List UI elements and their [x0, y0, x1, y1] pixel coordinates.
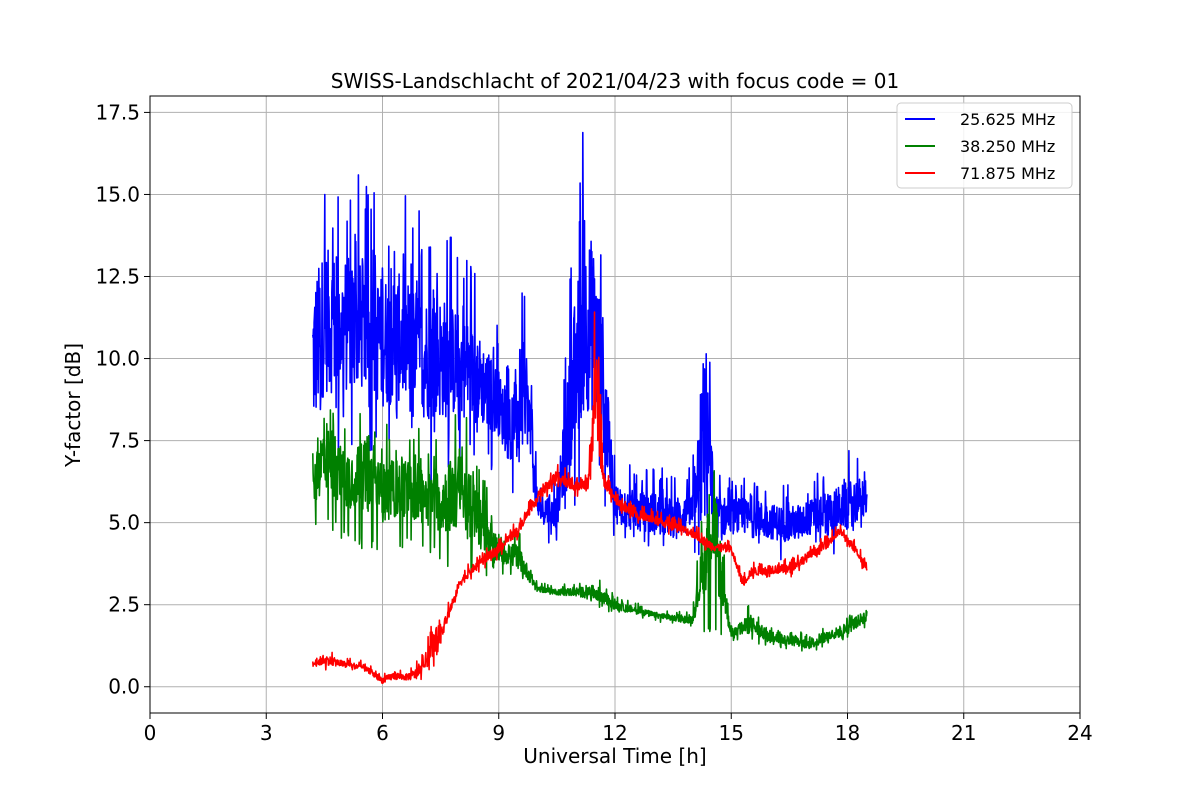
- series-2: [312, 409, 868, 652]
- series-1: [312, 131, 868, 561]
- x-tick-label: 21: [951, 721, 976, 745]
- legend-box: [896, 102, 1073, 189]
- y-axis-label: Y-factor [dB]: [61, 343, 85, 468]
- legend: 25.625 MHz 38.250 MHz 71.875 MHz: [896, 102, 1073, 189]
- y-tick-label: 0.0: [108, 675, 140, 699]
- legend-label: 71.875 MHz: [960, 164, 1055, 183]
- series-3: [312, 311, 868, 685]
- y-tick-label: 10.0: [95, 347, 140, 371]
- x-tick-label: 18: [835, 721, 860, 745]
- x-tick-label: 9: [492, 721, 505, 745]
- plot-area: [312, 131, 868, 685]
- x-axis-label: Universal Time [h]: [523, 744, 706, 768]
- x-tick-label: 0: [144, 721, 157, 745]
- legend-label: 25.625 MHz: [960, 110, 1055, 129]
- x-tick-label: 24: [1067, 721, 1092, 745]
- x-tick-label: 6: [376, 721, 389, 745]
- x-tick-label: 12: [602, 721, 627, 745]
- x-axis: 0 3 6 9 12 15 18 21 24: [144, 713, 1093, 745]
- y-axis: 0.0 2.5 5.0 7.5 10.0 12.5 15.0 17.5: [95, 100, 150, 699]
- y-tick-label: 5.0: [108, 511, 140, 535]
- series-line: [312, 409, 868, 652]
- y-tick-label: 12.5: [95, 265, 140, 289]
- y-tick-label: 17.5: [95, 100, 140, 124]
- x-tick-label: 15: [719, 721, 744, 745]
- y-tick-label: 15.0: [95, 182, 140, 206]
- x-tick-label: 3: [260, 721, 273, 745]
- series-line: [312, 131, 868, 561]
- series-line: [312, 311, 868, 685]
- legend-label: 38.250 MHz: [960, 137, 1055, 156]
- y-tick-label: 7.5: [108, 429, 140, 453]
- chart-title: SWISS-Landschlacht of 2021/04/23 with fo…: [331, 69, 899, 93]
- y-tick-label: 2.5: [108, 593, 140, 617]
